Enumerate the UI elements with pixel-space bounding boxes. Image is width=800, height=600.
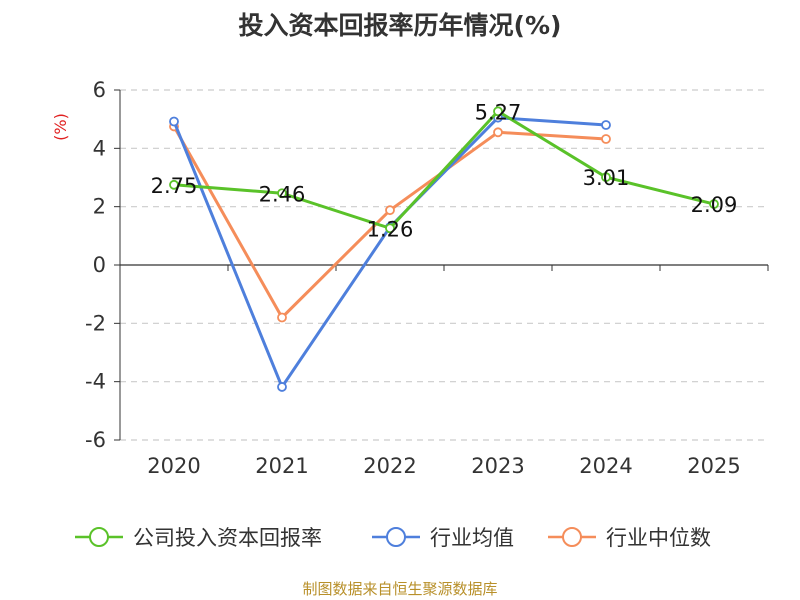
data-point	[385, 205, 395, 216]
data-point	[709, 199, 719, 209]
y-axis-label: (%)	[51, 113, 70, 141]
source-note: 制图数据来自恒生聚源数据库	[302, 580, 498, 598]
data-label: 3.01	[583, 166, 630, 190]
legend-label: 公司投入资本回报率	[133, 526, 322, 550]
data-point	[601, 120, 611, 130]
y-tick-label: 6	[93, 78, 106, 102]
legend: 公司投入资本回报率 行业均值 行业中位数	[75, 526, 711, 550]
y-tick-label: -6	[85, 428, 106, 452]
y-tick-label: -2	[85, 311, 106, 335]
data-label: 2.46	[259, 182, 306, 206]
data-point	[169, 116, 179, 127]
data-point	[385, 223, 395, 234]
series-lines	[169, 106, 719, 392]
series-line	[172, 116, 607, 389]
legend-marker	[562, 527, 582, 547]
legend-label: 行业均值	[430, 526, 514, 550]
y-tick-label: 2	[93, 195, 106, 219]
x-tick-label: 2025	[687, 454, 740, 478]
chart-title: 投入资本回报率历年情况(%)	[238, 11, 562, 40]
axes: -6 -4 -2 0 2 4 6 2020 2021 2022 2023 2024 2025 (%)	[51, 78, 769, 478]
data-point	[601, 172, 611, 183]
x-tick-label: 2020	[147, 454, 200, 478]
y-tick-label: 0	[93, 253, 106, 277]
legend-marker	[89, 527, 109, 547]
grid-lines	[120, 89, 768, 441]
data-point	[277, 312, 287, 323]
data-label: 5.27	[475, 100, 522, 124]
y-tick-label: -4	[85, 370, 106, 394]
data-point	[277, 382, 287, 392]
data-point	[277, 188, 287, 199]
data-point	[493, 106, 503, 117]
x-tick-label: 2023	[471, 454, 524, 478]
x-tick-label: 2022	[363, 454, 416, 478]
data-label: 2.75	[151, 174, 198, 198]
data-labels: 2.75 2.46 1.26 5.27 3.01 2.09	[151, 100, 738, 241]
y-tick-label: 4	[93, 136, 106, 160]
legend-label: 行业中位数	[606, 526, 711, 550]
data-point	[601, 134, 611, 144]
series-line	[173, 109, 715, 230]
data-point	[169, 179, 179, 190]
x-tick-label: 2024	[579, 454, 632, 478]
data-label: 2.09	[691, 193, 738, 217]
data-point	[493, 127, 503, 138]
data-label: 1.26	[367, 217, 414, 241]
x-tick-label: 2021	[255, 454, 308, 478]
legend-marker	[386, 527, 406, 547]
